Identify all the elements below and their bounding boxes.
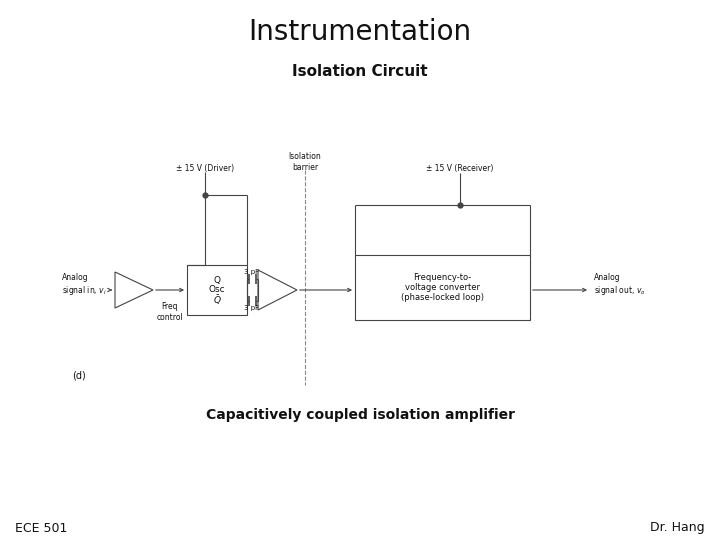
Text: ± 15 V (Receiver): ± 15 V (Receiver) bbox=[426, 164, 494, 172]
Bar bbox=[355, 255, 530, 320]
Bar bbox=[187, 265, 247, 315]
Text: Dr. Hang: Dr. Hang bbox=[650, 522, 705, 535]
Text: Instrumentation: Instrumentation bbox=[248, 18, 472, 46]
Text: ECE 501: ECE 501 bbox=[15, 522, 68, 535]
Text: 3 pF: 3 pF bbox=[244, 269, 260, 275]
Text: Frequency-to-: Frequency-to- bbox=[413, 273, 472, 282]
Text: 3 pF: 3 pF bbox=[244, 305, 260, 311]
Text: Capacitively coupled isolation amplifier: Capacitively coupled isolation amplifier bbox=[205, 408, 515, 422]
Text: (d): (d) bbox=[72, 370, 86, 380]
Text: Analog
signal out, $v_o$: Analog signal out, $v_o$ bbox=[594, 273, 646, 297]
Text: $\bar{Q}$: $\bar{Q}$ bbox=[212, 293, 221, 307]
Text: Q: Q bbox=[214, 275, 220, 285]
Text: Isolation
barrier: Isolation barrier bbox=[289, 152, 321, 172]
Text: Freq
control: Freq control bbox=[157, 302, 184, 322]
Text: voltage converter: voltage converter bbox=[405, 283, 480, 292]
Text: (phase-locked loop): (phase-locked loop) bbox=[401, 293, 484, 302]
Text: Osc: Osc bbox=[209, 286, 225, 294]
Text: Analog
signal in, $v_i$: Analog signal in, $v_i$ bbox=[62, 273, 107, 297]
Text: Isolation Circuit: Isolation Circuit bbox=[292, 64, 428, 79]
Text: ± 15 V (Driver): ± 15 V (Driver) bbox=[176, 164, 234, 172]
